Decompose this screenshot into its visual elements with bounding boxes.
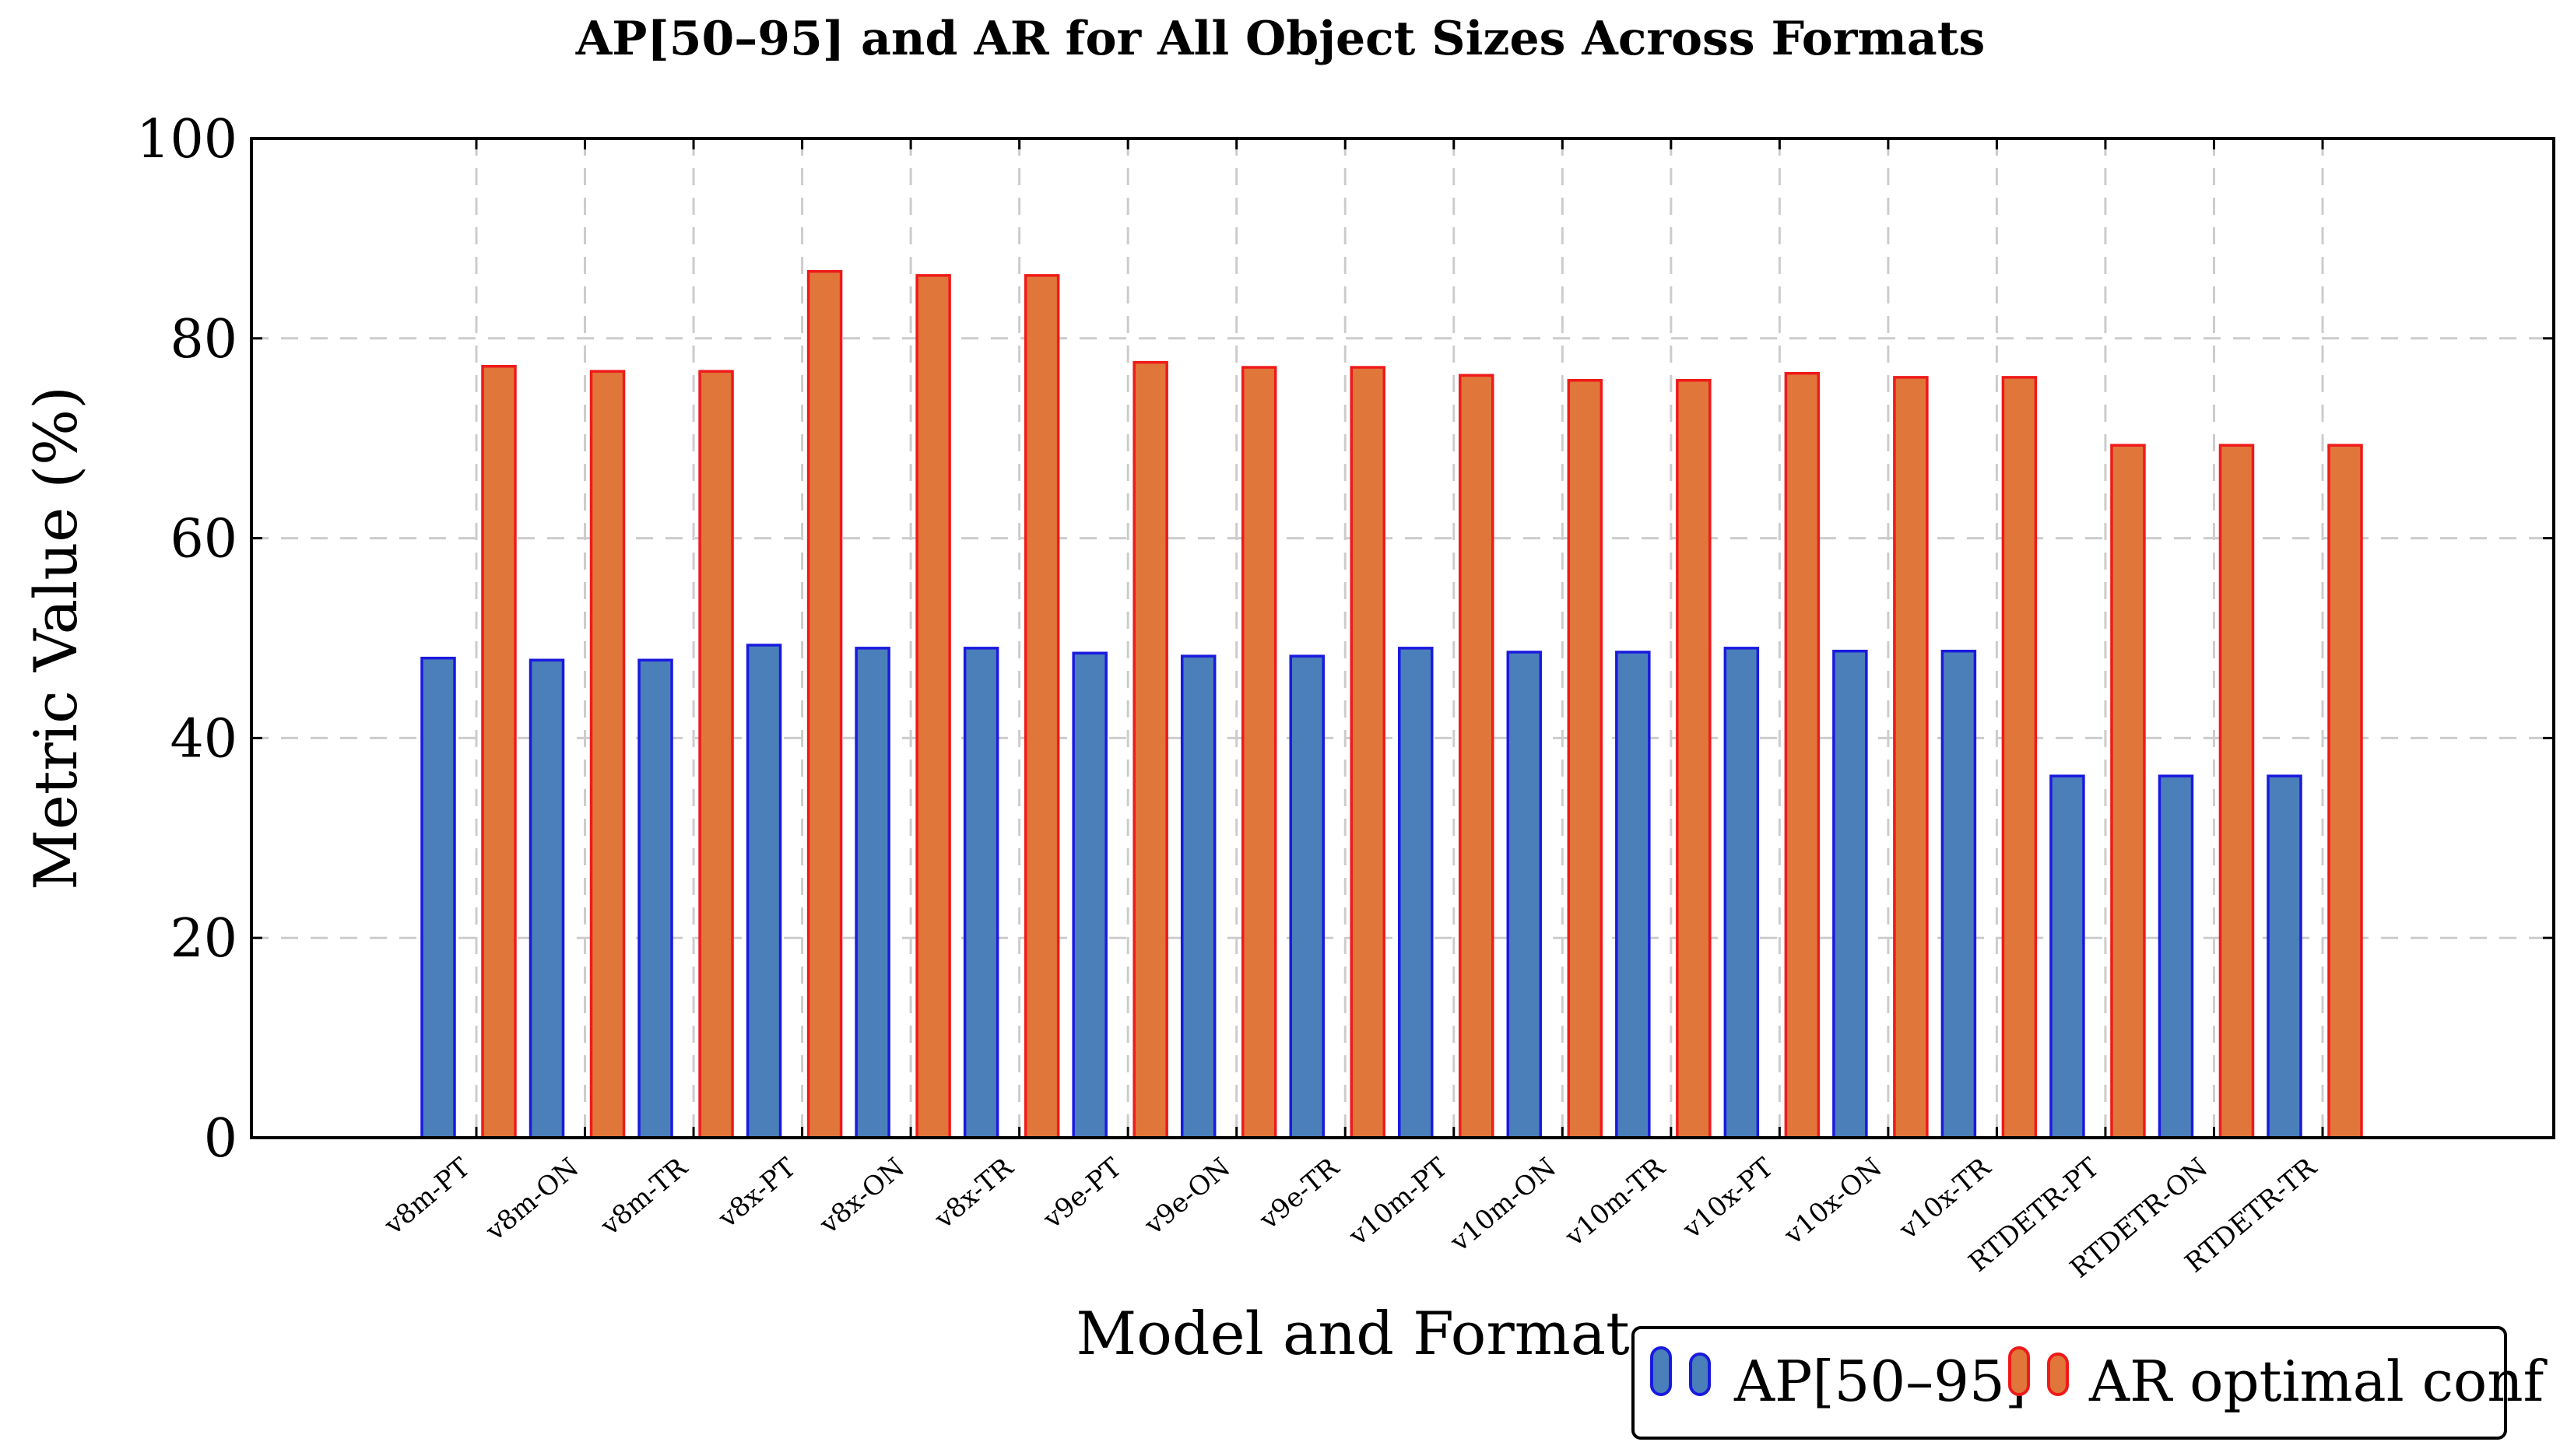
bar <box>1784 371 1821 1139</box>
bar <box>698 370 734 1139</box>
bar <box>855 647 890 1139</box>
x-tick-label: v10x-TR <box>1893 1151 1997 1246</box>
bar <box>2001 376 2038 1139</box>
bar <box>1459 374 1494 1139</box>
bar <box>1350 366 1385 1139</box>
y-tick-label: 100 <box>136 109 237 170</box>
bar <box>1180 654 1217 1139</box>
legend-swatch <box>2008 1346 2030 1396</box>
bar <box>2049 774 2085 1139</box>
bar <box>1832 649 1868 1139</box>
bar <box>637 658 673 1139</box>
bar <box>746 644 782 1139</box>
grid <box>251 139 2554 1138</box>
x-tick-label: v8m-PT <box>378 1152 476 1241</box>
bar <box>529 658 565 1139</box>
x-axis-label: Model and Format <box>1076 1299 1629 1368</box>
x-tick-label: v10x-ON <box>1778 1152 1888 1251</box>
y-tick-label: 20 <box>170 908 237 970</box>
bar <box>420 656 456 1139</box>
bar <box>1289 654 1325 1139</box>
legend-swatch <box>2047 1353 2069 1396</box>
bar <box>1133 360 1168 1139</box>
bar <box>1024 274 1060 1139</box>
bar <box>1676 378 1712 1139</box>
bar <box>2327 444 2363 1139</box>
x-tick-label: v9e-PT <box>1037 1152 1128 1235</box>
y-tick-label: 60 <box>170 509 237 570</box>
legend-swatch <box>1650 1346 1672 1396</box>
x-tick-label: v8x-PT <box>712 1152 802 1234</box>
chart-title: AP[50–95] and AR for All Object Sizes Ac… <box>575 12 1986 66</box>
bar <box>481 365 517 1139</box>
legend-box <box>1631 1326 2507 1440</box>
bar <box>1567 378 1603 1139</box>
bar <box>1241 366 1277 1139</box>
bar <box>1072 651 1108 1139</box>
bar <box>1506 651 1543 1139</box>
x-tick-label: v10m-TR <box>1559 1151 1672 1253</box>
bar <box>1398 647 1434 1139</box>
x-tick-label: v10m-ON <box>1444 1152 1562 1258</box>
bar <box>963 647 999 1139</box>
legend-label: AR optimal conf <box>2088 1349 2548 1414</box>
bar <box>1615 651 1651 1139</box>
bar <box>915 274 951 1139</box>
x-tick-label: v10m-PT <box>1343 1152 1454 1252</box>
plot-frame <box>250 137 2555 1139</box>
bar <box>2267 774 2302 1139</box>
legend: AP[50–95] AR optimal conf <box>1631 1326 2548 1440</box>
y-tick-labels: 0 20 40 60 80 100 <box>136 109 2554 1170</box>
x-tick-label: v10x-PT <box>1677 1152 1780 1245</box>
bar <box>1893 376 1929 1139</box>
bar <box>589 370 626 1139</box>
x-tick-label: v9e-ON <box>1138 1152 1236 1241</box>
x-tick-label: v9e-TR <box>1253 1151 1346 1236</box>
y-tick-label: 0 <box>204 1108 237 1170</box>
bar <box>2218 444 2255 1139</box>
legend-swatch <box>1689 1353 1711 1396</box>
bar <box>1940 649 1977 1139</box>
legend-label: AP[50–95] <box>1733 1349 2027 1414</box>
y-tick-label: 80 <box>170 309 237 370</box>
y-axis-label: Metric Value (%) <box>21 386 90 890</box>
x-tick-label: v8m-TR <box>595 1151 694 1242</box>
bar <box>2158 774 2194 1139</box>
x-tick-label: v8m-ON <box>479 1152 585 1247</box>
y-tick-label: 40 <box>170 708 237 770</box>
bar <box>2110 444 2146 1139</box>
bar <box>806 270 843 1139</box>
bar <box>1723 647 1760 1139</box>
bars <box>420 270 2363 1139</box>
x-tick-label: v8x-ON <box>813 1152 911 1240</box>
x-tick-label: v8x-TR <box>929 1151 1020 1235</box>
